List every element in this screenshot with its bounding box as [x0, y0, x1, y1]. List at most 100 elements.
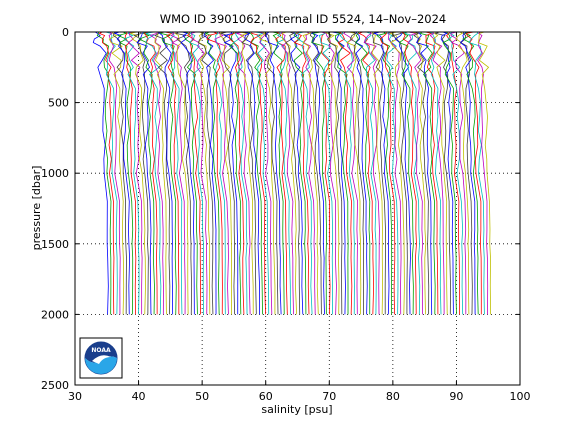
profile-line [407, 31, 424, 315]
profile-line [170, 31, 186, 315]
profile-line [386, 31, 399, 315]
profile-line [108, 31, 121, 315]
x-tick-label: 50 [195, 390, 209, 403]
profile-line [285, 31, 301, 315]
profile-line [92, 31, 109, 315]
x-tick-label: 80 [386, 390, 400, 403]
profile-line [425, 31, 439, 315]
profile-line [339, 31, 355, 315]
x-tick-label: 40 [132, 390, 146, 403]
profile-line [113, 31, 127, 315]
profile-line [310, 31, 325, 315]
profile-line [265, 31, 282, 315]
profile-line [389, 31, 405, 315]
profile-line [180, 31, 195, 315]
profile-line [387, 31, 402, 315]
profile-line [331, 31, 346, 315]
profile-line [411, 31, 427, 315]
profile-line [289, 31, 304, 315]
profile-line [154, 31, 167, 315]
profile-line [419, 31, 436, 315]
profile-line [477, 31, 491, 315]
profile-line [447, 31, 464, 315]
profile-line [143, 31, 158, 315]
profile-line [116, 31, 134, 315]
profile-line [191, 31, 208, 315]
logo-sea-icon [85, 356, 117, 374]
x-tick-label: 100 [510, 390, 531, 403]
profile-line [113, 31, 130, 315]
profile-line [440, 31, 454, 315]
y-tick-label: 2000 [41, 308, 69, 321]
profile-line [123, 31, 140, 315]
profile-line [358, 31, 375, 315]
profile-line [416, 31, 433, 315]
profile-line [198, 31, 211, 315]
profile-line [259, 31, 276, 315]
x-tick-label: 90 [449, 390, 463, 403]
profile-line [244, 31, 260, 315]
profile-line [460, 31, 473, 315]
profile-line [130, 31, 146, 315]
profile-line [223, 31, 239, 315]
profile-line [184, 31, 198, 315]
profile-line [197, 31, 214, 315]
profile-line [376, 31, 393, 315]
profile-line [428, 31, 442, 315]
profile-line [462, 31, 479, 315]
profile-line [450, 31, 467, 315]
profile-line [363, 31, 380, 315]
profile-line [354, 31, 371, 315]
profile-line [105, 31, 118, 315]
profile-line [203, 31, 217, 315]
profile-line [446, 31, 461, 315]
profile-line [229, 31, 242, 315]
profile-line [394, 31, 411, 315]
profile-line [275, 31, 288, 315]
profile-line [337, 31, 353, 315]
profile-line [346, 31, 362, 315]
profile-line [232, 31, 248, 315]
x-axis-label: salinity [psu] [261, 403, 332, 416]
profile-line [442, 31, 457, 315]
profile-line [355, 31, 368, 315]
profile-line [255, 31, 270, 315]
plot-frame [74, 31, 521, 386]
y-tick-label: 0 [62, 26, 69, 39]
profile-line [404, 31, 421, 315]
profile-line [157, 31, 174, 315]
profile-line [164, 31, 180, 315]
profile-line [108, 31, 125, 315]
profile-line [265, 31, 279, 315]
profile-line [371, 31, 384, 315]
y-tick-label: 500 [48, 97, 69, 110]
profile-line [98, 31, 115, 315]
profile-line [219, 31, 232, 315]
profile-line [186, 31, 202, 315]
profile-line [477, 31, 489, 315]
profile-line [364, 31, 377, 315]
profile-line [343, 31, 358, 315]
profile-line [175, 31, 193, 315]
profile-line [459, 31, 476, 315]
x-tick-label: 70 [322, 390, 336, 403]
profile-line [434, 31, 451, 315]
profile-line [379, 31, 396, 315]
profile-line [272, 31, 285, 315]
x-axis: 30 40 50 60 70 80 90 100 [68, 32, 531, 403]
profile-line [174, 31, 189, 315]
profile-line [133, 31, 149, 315]
profile-line [276, 31, 291, 315]
profile-line [138, 31, 155, 315]
logo-text: NOAA [91, 347, 111, 354]
profile-lines [92, 31, 491, 315]
logo-gull-icon [92, 355, 111, 364]
plot-area: 30 40 50 60 70 80 90 100 0 500 1000 1500 2000 2500 [41, 26, 531, 403]
profile-line [247, 31, 263, 315]
profile-line [432, 31, 448, 315]
profile-line [228, 31, 245, 315]
profile-line [237, 31, 254, 315]
profile-line [398, 31, 414, 315]
profile-line [334, 31, 349, 315]
profile-line [154, 31, 171, 315]
